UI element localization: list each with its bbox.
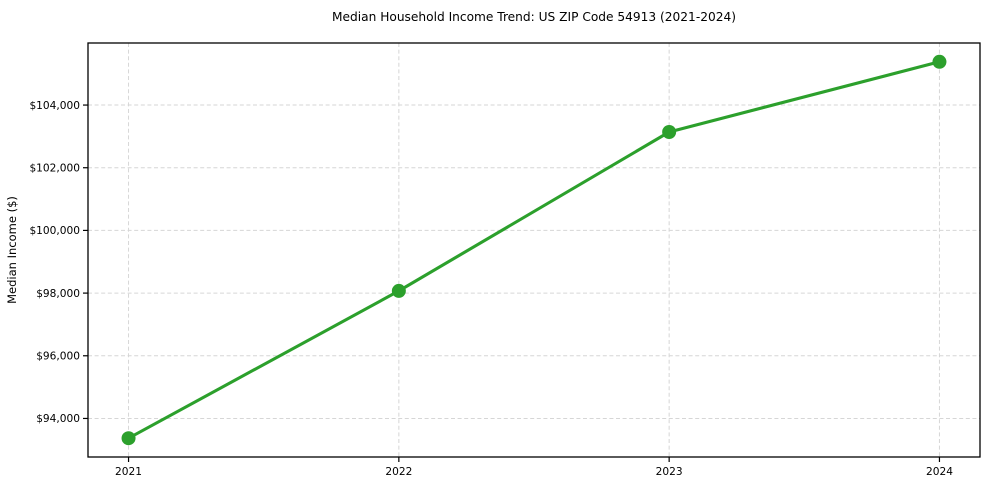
plot-border bbox=[87, 42, 981, 458]
x-tick-label: 2024 bbox=[926, 466, 953, 478]
chart-title: Median Household Income Trend: US ZIP Co… bbox=[332, 10, 736, 24]
x-tick-label: 2022 bbox=[385, 466, 412, 478]
data-point bbox=[121, 431, 136, 446]
y-tick-label: $98,000 bbox=[36, 288, 80, 300]
data-point bbox=[932, 54, 947, 69]
y-tick-label: $102,000 bbox=[29, 162, 80, 174]
x-tick-label: 2021 bbox=[115, 466, 142, 478]
x-tick-label: 2023 bbox=[656, 466, 683, 478]
axes: $94,000 $96,000 $98,000 $100,000 $102,000 $10… bbox=[29, 42, 981, 478]
y-tick-label: $94,000 bbox=[36, 413, 80, 425]
y-tick-label: $96,000 bbox=[36, 350, 80, 362]
data-point bbox=[662, 125, 677, 140]
y-tick-label: $100,000 bbox=[29, 225, 80, 237]
trend-line bbox=[126, 60, 942, 440]
y-axis-label: Median Income ($) bbox=[5, 196, 19, 304]
line-series bbox=[121, 54, 947, 446]
gridlines bbox=[88, 43, 980, 457]
data-point bbox=[391, 283, 406, 298]
y-tick-label: $104,000 bbox=[29, 100, 80, 112]
